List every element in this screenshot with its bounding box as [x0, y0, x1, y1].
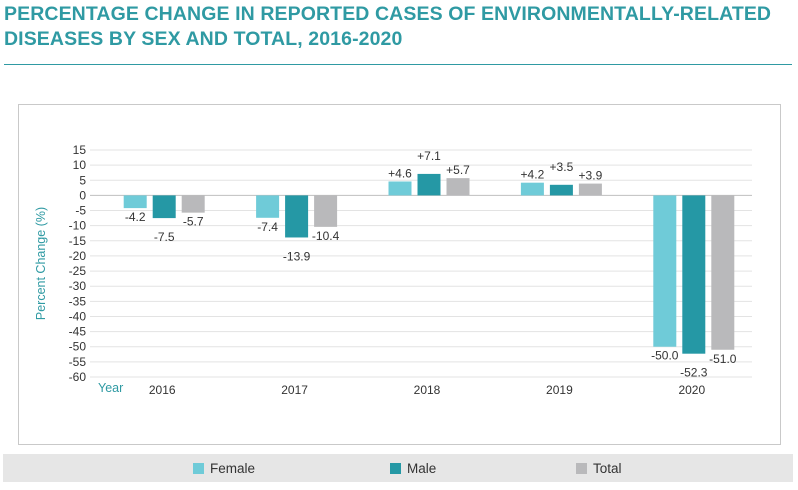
bar-male [549, 184, 573, 196]
data-label-male: +3.5 [550, 160, 574, 174]
bar-male [285, 195, 309, 238]
y-tick-label: 5 [79, 173, 86, 187]
y-tick-label: -25 [69, 264, 87, 278]
chart-title: PERCENTAGE CHANGE IN REPORTED CASES OF E… [4, 2, 794, 52]
chart-frame: 15 10 5 0 -5 -10 -15 -20 -25 -30 -35 -40 -45 -50 -55 -6… [18, 104, 781, 445]
y-tick-label: -60 [69, 370, 87, 384]
legend-swatch-total [576, 462, 587, 474]
legend-item-male: Male [390, 454, 436, 482]
data-label-male: -13.9 [283, 249, 311, 263]
x-axis-title: Year [98, 381, 123, 395]
y-tick-label: -35 [69, 294, 87, 308]
data-label-male: +7.1 [417, 149, 441, 163]
data-label-female: -7.4 [257, 220, 278, 234]
y-tick-label: 15 [73, 143, 87, 157]
y-tick-label: -40 [69, 309, 87, 323]
legend-label-male: Male [407, 460, 437, 476]
bar-total [711, 195, 735, 350]
title-divider [4, 64, 792, 65]
bar-male [152, 195, 176, 219]
data-label-female: -50.0 [651, 349, 679, 363]
legend-item-female: Female [193, 454, 255, 482]
x-tick-label: 2020 [678, 383, 705, 397]
chart-title-line-1: PERCENTAGE CHANGE IN REPORTED CASES OF E… [4, 3, 772, 25]
legend-swatch-female [193, 462, 204, 474]
bar-female [653, 195, 677, 347]
data-label-female: +4.6 [388, 166, 412, 180]
x-tick-label: 2017 [281, 383, 308, 397]
data-label-male: -7.5 [154, 230, 175, 244]
bar-female [388, 181, 412, 196]
y-tick-label: -15 [69, 234, 87, 248]
y-tick-label: -30 [69, 279, 87, 293]
data-label-total: +5.7 [446, 163, 470, 177]
y-tick-label: 10 [73, 158, 87, 172]
x-tick-label: 2016 [149, 383, 176, 397]
y-tick-label: -10 [69, 219, 87, 233]
data-label-total: -10.4 [312, 229, 340, 243]
data-label-total: +3.9 [579, 169, 603, 183]
chart-title-line-2: DISEASES BY SEX AND TOTAL, 2016-2020 [4, 28, 403, 50]
bar-male [682, 195, 706, 354]
data-label-female: +4.2 [521, 168, 545, 182]
data-label-total: -5.7 [183, 215, 204, 229]
y-tick-label: -50 [69, 340, 87, 354]
y-axis-title: Percent Change (%) [34, 207, 48, 320]
bar-total [446, 178, 470, 196]
x-tick-label: 2018 [414, 383, 441, 397]
bar-total [181, 195, 205, 213]
data-label-female: -4.2 [125, 210, 146, 224]
legend: Female Male Total [3, 454, 793, 482]
legend-label-female: Female [210, 460, 256, 476]
bar-total [578, 183, 602, 196]
bar-male [417, 173, 441, 196]
data-label-male: -52.3 [680, 366, 708, 380]
bar-female [123, 195, 147, 209]
data-label-total: -51.0 [709, 352, 737, 366]
x-tick-label: 2019 [546, 383, 573, 397]
y-tick-label: -45 [69, 325, 87, 339]
y-tick-label: -55 [69, 355, 87, 369]
bar-total [314, 195, 338, 227]
y-tick-label: -5 [75, 204, 86, 218]
bar-female [520, 182, 544, 196]
legend-item-total: Total [576, 454, 622, 482]
bar-female [256, 195, 280, 218]
legend-label-total: Total [593, 460, 622, 476]
legend-swatch-male [390, 462, 401, 474]
y-tick-label: -20 [69, 249, 87, 263]
y-tick-label: 0 [79, 188, 86, 202]
